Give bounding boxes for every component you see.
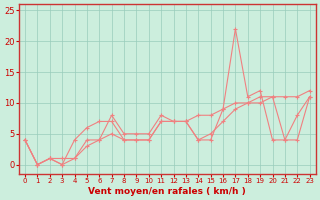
X-axis label: Vent moyen/en rafales ( km/h ): Vent moyen/en rafales ( km/h ) xyxy=(88,187,246,196)
